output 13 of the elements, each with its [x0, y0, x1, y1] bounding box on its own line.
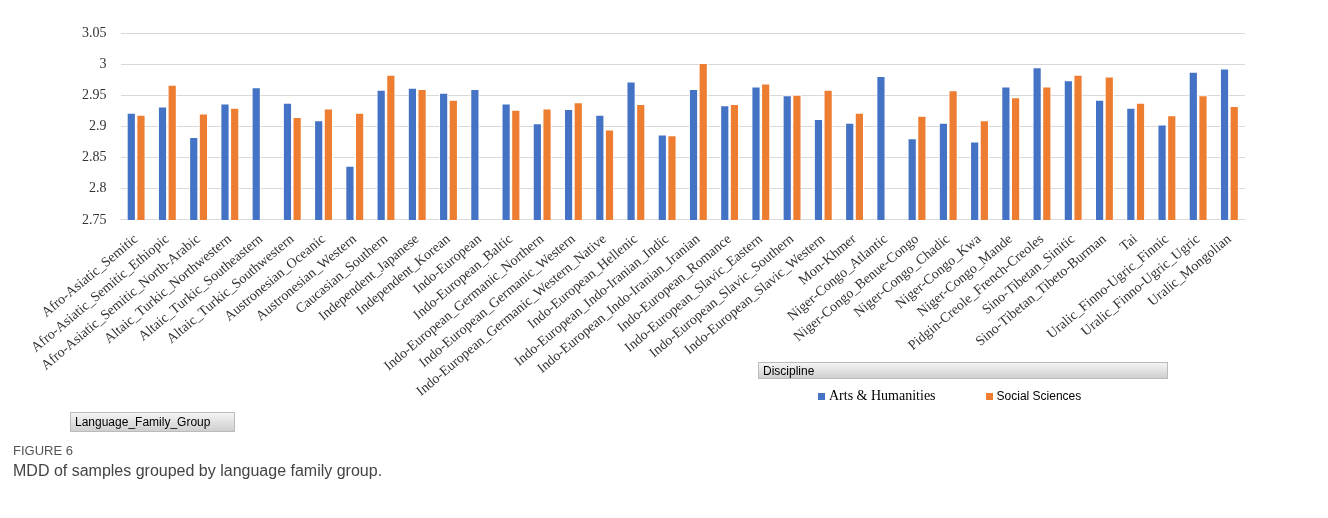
y-tick-label: 3	[99, 55, 107, 71]
text: MDD of samples grouped by language family group.	[13, 462, 384, 480]
y-tick-label: 2.85	[82, 149, 107, 165]
legend-label: Social Sciences	[996, 389, 1082, 403]
y-tick-label: 2.8	[89, 180, 107, 196]
legend-title: Discipline	[763, 364, 815, 378]
y-tick-label: 3.05	[82, 24, 107, 40]
caption: FIGURE 6	[13, 443, 74, 458]
y-tick-label: 2.9	[89, 118, 107, 134]
y-tick-label: 2.95	[82, 86, 107, 102]
legend-label: Arts & Humanities	[829, 388, 936, 404]
y-tick-label: 2.75	[82, 211, 107, 227]
x-axis-title: Language_Family_Group	[75, 415, 211, 429]
